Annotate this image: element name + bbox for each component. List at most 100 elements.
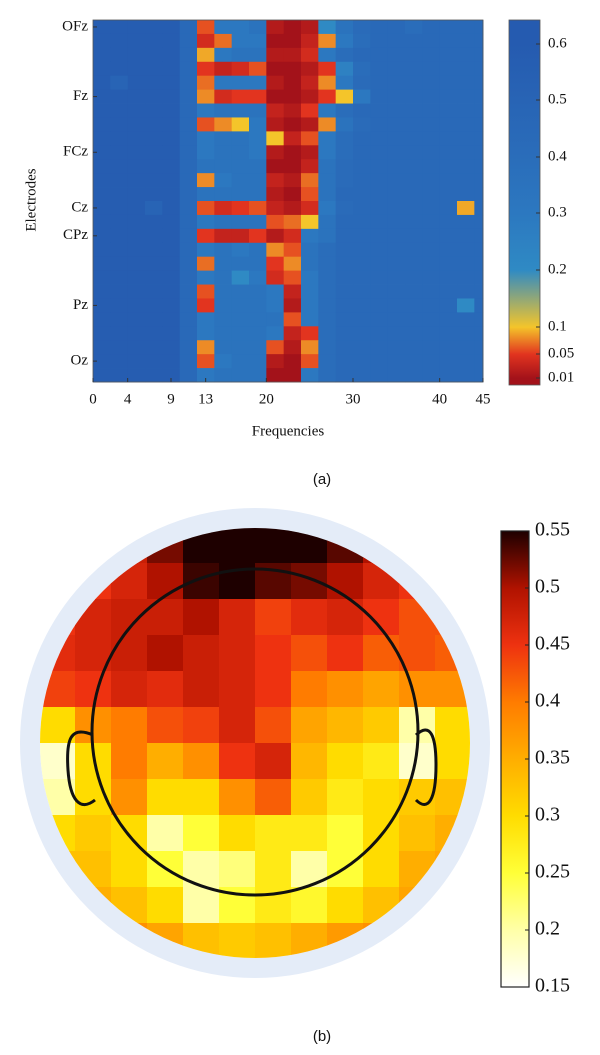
- heat-cell: [162, 298, 181, 313]
- heat-cell: [162, 368, 181, 383]
- topo-cell: [219, 815, 256, 852]
- topo-cell: [363, 851, 400, 888]
- topo-cell: [255, 779, 292, 816]
- topo-cell: [183, 635, 220, 672]
- heat-cell: [179, 103, 198, 118]
- heat-cell: [249, 242, 267, 258]
- heat-cell: [127, 270, 146, 285]
- heat-cell: [179, 145, 198, 160]
- heat-cell: [370, 340, 389, 355]
- heat-cell: [370, 117, 389, 132]
- topo-cell: [40, 563, 76, 600]
- heat-cell: [353, 214, 371, 230]
- heat-cell: [93, 75, 111, 91]
- heat-cell: [422, 340, 441, 355]
- heat-cell: [335, 354, 354, 369]
- heat-cell: [197, 20, 215, 35]
- heat-cell: [439, 298, 458, 313]
- heat-cell: [145, 242, 163, 258]
- heat-cell: [335, 20, 354, 35]
- heat-cell: [457, 214, 475, 230]
- heat-cell: [110, 117, 129, 132]
- heat-cell: [249, 33, 267, 49]
- topo-cell: [75, 923, 112, 958]
- heat-cell: [127, 326, 146, 341]
- heat-cell: [127, 256, 146, 272]
- y-tick-label: Pz: [73, 297, 88, 313]
- heat-cell: [162, 173, 181, 188]
- heat-cell: [145, 340, 163, 355]
- heat-cell: [231, 103, 250, 118]
- heat-cell: [197, 326, 215, 341]
- heat-cell: [474, 117, 484, 132]
- heat-cell: [457, 103, 475, 118]
- heat-cell: [370, 270, 389, 285]
- heat-cell: [283, 368, 302, 383]
- heat-cell: [353, 284, 371, 299]
- topo-cell: [147, 887, 184, 924]
- heat-cell: [387, 117, 406, 132]
- heat-cell: [457, 187, 475, 202]
- heat-cell: [318, 20, 337, 35]
- topo-cell: [183, 887, 220, 924]
- heat-cell: [93, 33, 111, 49]
- heat-cell: [283, 256, 302, 272]
- heat-cell: [301, 256, 319, 272]
- heat-cell: [266, 326, 285, 341]
- heat-cell: [457, 131, 475, 146]
- colorbar-segment: [501, 645, 529, 703]
- topo-cell: [111, 779, 148, 816]
- x-tick-label: 30: [346, 391, 361, 407]
- heat-cell: [266, 89, 285, 104]
- heat-cell: [474, 103, 484, 118]
- heat-cell: [266, 340, 285, 355]
- heat-cell: [335, 368, 354, 383]
- heat-cell: [422, 173, 441, 188]
- colorbar-label: 0.25: [535, 861, 570, 883]
- heat-cell: [370, 354, 389, 369]
- heat-cell: [231, 201, 250, 216]
- heat-cell: [249, 173, 267, 188]
- heat-cell: [145, 270, 163, 285]
- heat-cell: [110, 61, 129, 77]
- heat-cell: [474, 159, 484, 174]
- x-tick-label: 4: [124, 391, 132, 407]
- heat-cell: [162, 326, 181, 341]
- heat-cell: [214, 284, 233, 299]
- heat-cell: [214, 298, 233, 313]
- heat-cell: [249, 270, 267, 285]
- heat-cell: [422, 61, 441, 77]
- heat-cell: [370, 256, 389, 272]
- heat-cell: [179, 312, 198, 327]
- topo-cell: [435, 563, 470, 600]
- heat-cell: [301, 326, 319, 341]
- heat-cell: [214, 187, 233, 202]
- heat-cell: [301, 47, 319, 63]
- topo-cell: [291, 779, 328, 816]
- heat-cell: [474, 312, 484, 327]
- heat-cell: [127, 47, 146, 63]
- heat-cell: [318, 368, 337, 383]
- heat-cell: [93, 131, 111, 146]
- heat-cell: [439, 242, 458, 258]
- heat-cell: [283, 298, 302, 313]
- heat-cell: [439, 340, 458, 355]
- heat-cell: [370, 326, 389, 341]
- heat-cell: [179, 242, 198, 258]
- colorbar-label: 0.15: [535, 975, 570, 997]
- heat-cell: [474, 298, 484, 313]
- x-tick-label: 13: [198, 391, 213, 407]
- heat-cell: [318, 228, 337, 244]
- heat-cell: [197, 312, 215, 327]
- topo-cell: [255, 599, 292, 636]
- heat-cell: [110, 228, 129, 244]
- heat-cell: [387, 298, 406, 313]
- heat-cell: [318, 242, 337, 258]
- heat-cell: [145, 187, 163, 202]
- heat-cell: [439, 145, 458, 160]
- heat-cell: [439, 89, 458, 104]
- topo-cell: [111, 635, 148, 672]
- topo-cell: [255, 851, 292, 888]
- heat-cell: [162, 89, 181, 104]
- heat-cell: [145, 131, 163, 146]
